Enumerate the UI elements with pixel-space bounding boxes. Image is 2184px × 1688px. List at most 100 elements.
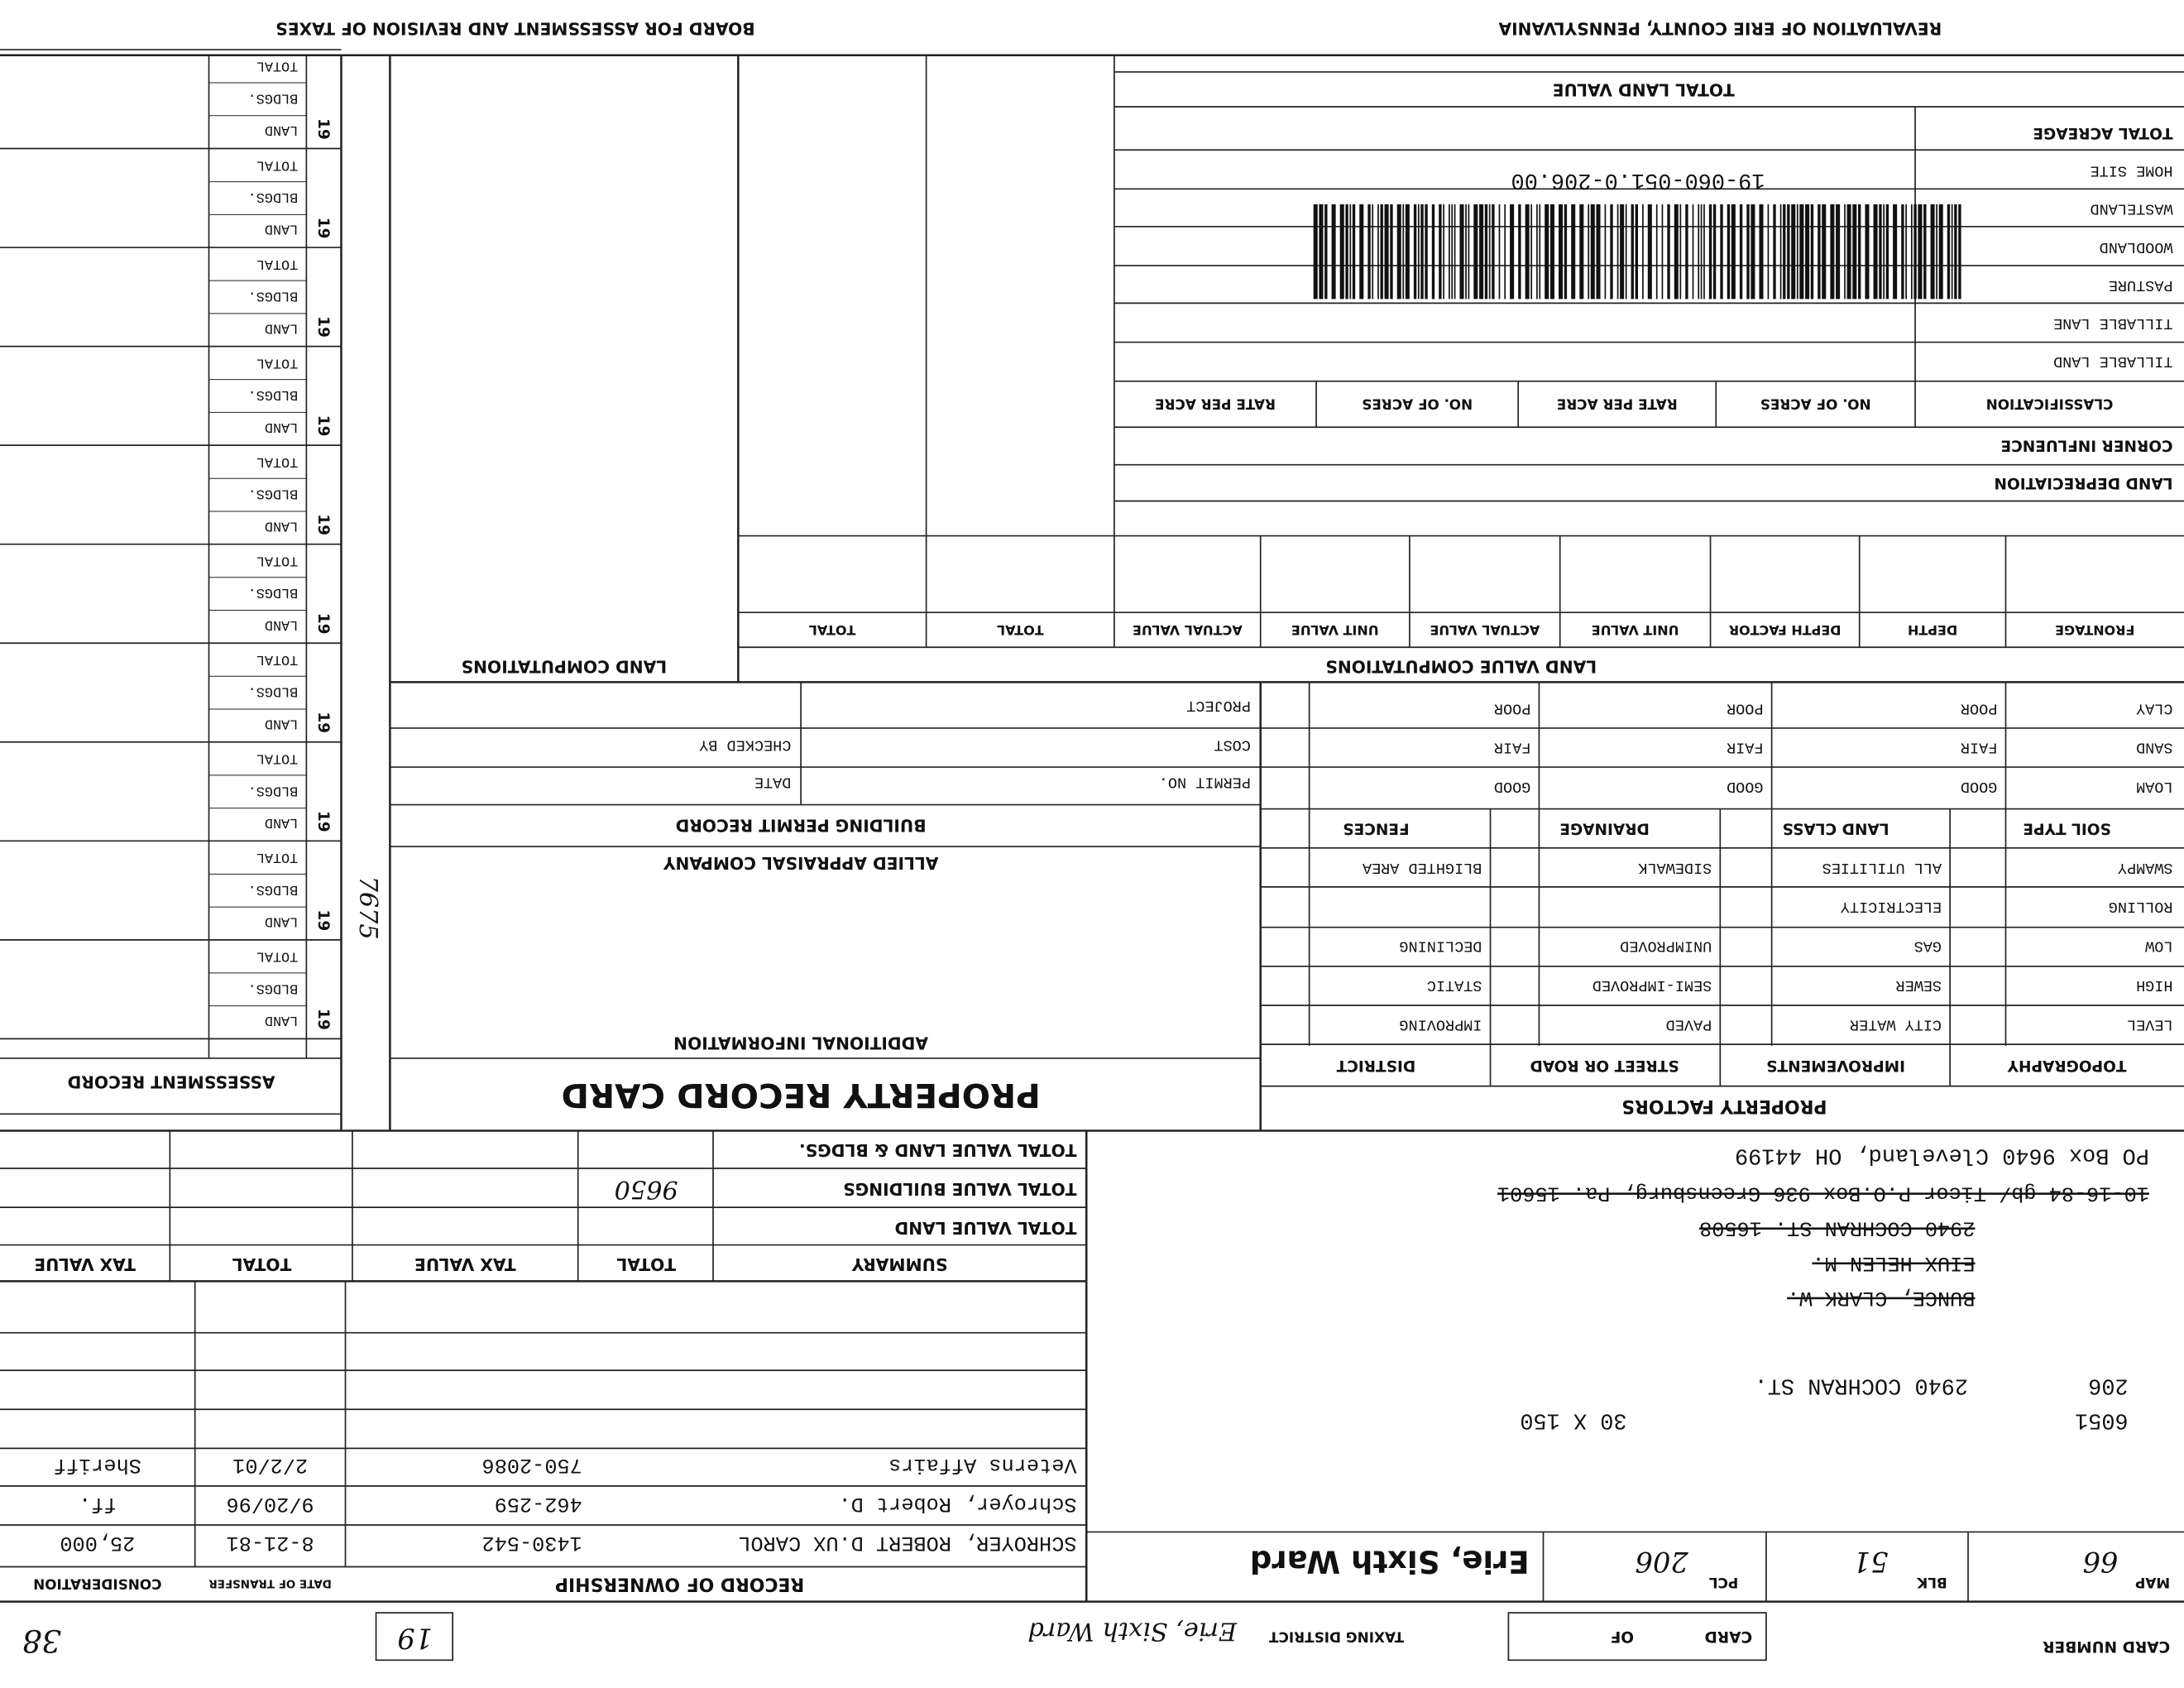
- barcode-bar: [1746, 204, 1750, 300]
- barcode-bar: [1685, 204, 1688, 300]
- label: HOME SITE: [2091, 162, 2173, 180]
- barcode-bar: [1858, 204, 1861, 300]
- barcode-bar: [1451, 204, 1454, 300]
- label: OF: [1611, 1628, 1634, 1645]
- barcode-bar: [1692, 204, 1694, 300]
- label: CARD: [1705, 1628, 1753, 1645]
- label: POOR: [1494, 699, 1530, 717]
- former-owner: 2940 COCHRAN ST. 16508: [1699, 1216, 1975, 1240]
- label: GAS: [1914, 938, 1942, 955]
- current-address: PO Box 9640 Cleveland, OH 44199: [1735, 1143, 2149, 1168]
- barcode-bar: [1836, 204, 1841, 300]
- barcode-bar: [1805, 204, 1810, 300]
- barcode-bar: [1590, 204, 1595, 300]
- assessment-label: LAND: [265, 221, 298, 237]
- label: CORNER INFLUENCE: [2000, 437, 2172, 454]
- barcode-bar: [1384, 204, 1389, 300]
- transfer-date: 2/2/01: [232, 1453, 308, 1477]
- former-owner: EIUX HELEN M.: [1812, 1251, 1975, 1275]
- label: ROLLING: [2109, 898, 2173, 915]
- assessment-label: BLDGS.: [248, 881, 299, 897]
- assessment-label: BLDGS.: [248, 584, 299, 600]
- barcode-bar: [1324, 204, 1328, 300]
- barcode-bar: [1818, 204, 1821, 300]
- handwritten-district: Erie, Sixth Ward: [1027, 1616, 1238, 1645]
- barcode-bar: [1787, 204, 1790, 300]
- barcode-bar: [1610, 204, 1613, 300]
- barcode-bar: [1339, 204, 1344, 300]
- label: SIDEWALK: [1637, 859, 1712, 876]
- barcode-bar: [1549, 204, 1554, 300]
- barcode-bar: [1459, 204, 1464, 300]
- assessment-label: BLDGS.: [248, 288, 299, 304]
- barcode-bar: [1571, 204, 1576, 300]
- barcode-bar: [1865, 204, 1870, 300]
- label: DISTRICT: [1336, 1057, 1415, 1074]
- label: TOTAL: [616, 1254, 676, 1274]
- barcode-bar: [1539, 204, 1541, 300]
- label: UNIMPROVED: [1620, 938, 1712, 955]
- barcode-bar: [1525, 204, 1530, 300]
- pcl-value: 206: [1635, 1546, 1688, 1578]
- barcode-bar: [1631, 204, 1634, 300]
- assessment-label: TOTAL: [256, 354, 298, 370]
- barcode-bar: [1799, 204, 1804, 300]
- barcode-bar: [1810, 204, 1814, 300]
- barcode-bar: [1417, 204, 1420, 300]
- barcode-bar: [1905, 204, 1907, 300]
- barcode-bar: [1492, 204, 1495, 300]
- barcode-bar: [1873, 204, 1878, 300]
- assessment-label: TOTAL: [256, 256, 298, 271]
- label: CONSIDERATION: [33, 1576, 161, 1593]
- barcode-bar: [1319, 204, 1324, 300]
- barcode-bar: [1377, 204, 1379, 300]
- assessment-label: LAND: [265, 1012, 298, 1028]
- barcode-bar: [1479, 204, 1484, 300]
- year: 19: [314, 811, 332, 832]
- board-title: BOARD FOR ASSESSMENT AND REVISION OF TAX…: [275, 19, 754, 39]
- barcode-bar: [1352, 204, 1356, 300]
- label: DECLINING: [1399, 938, 1482, 955]
- assessment-label: TOTAL: [256, 552, 298, 568]
- barcode-bar: [1518, 204, 1521, 300]
- label: TOTAL: [232, 1254, 292, 1274]
- barcode-bar: [1372, 204, 1374, 300]
- barcode-bar: [1923, 204, 1927, 300]
- barcode-bar: [1844, 204, 1846, 300]
- barcode-bar: [1767, 204, 1770, 300]
- barcode-bar: [1951, 204, 1953, 300]
- label: WASTELAND: [2091, 200, 2173, 218]
- barcode-bar: [1846, 204, 1851, 300]
- assessment-label: LAND: [265, 517, 298, 533]
- barcode-bar: [1661, 204, 1664, 300]
- label: ALL UTILITIES: [1822, 859, 1942, 876]
- barcode-bar: [1779, 204, 1782, 300]
- former-owner: BUNCE, CLARK W.: [1787, 1286, 1975, 1310]
- barcode-bar: [1796, 204, 1798, 300]
- label: DRAINAGE: [1559, 820, 1650, 837]
- owner: SCHROYER, ROBERT D.UX CAROL: [738, 1531, 1076, 1555]
- barcode-bar: [1910, 204, 1913, 300]
- label: IMPROVING: [1399, 1016, 1482, 1033]
- label: CLAY: [2136, 699, 2172, 717]
- assessment-label: TOTAL: [256, 156, 298, 172]
- record-note: 7675: [353, 876, 382, 940]
- barcode-bar: [1359, 204, 1364, 300]
- assessment-label: TOTAL: [256, 58, 298, 74]
- label: DEPTH: [1908, 622, 1957, 638]
- barcode-bar: [1536, 204, 1538, 300]
- label: LAND DEPRECIATION: [1994, 474, 2172, 492]
- year: 19: [314, 415, 332, 437]
- label: SEMI-IMPROVED: [1592, 976, 1712, 994]
- label: CARD NUMBER: [2043, 1638, 2170, 1655]
- consideration: 25,000: [60, 1531, 135, 1555]
- barcode-bar: [1731, 204, 1736, 300]
- barcode-bar: [1349, 204, 1352, 300]
- label: SEWER: [1895, 976, 1942, 994]
- label: LOAM: [2136, 778, 2172, 795]
- address-map: 6051: [2075, 1407, 2129, 1432]
- label: FRONTAGE: [2055, 622, 2134, 638]
- label: TILLABLE LAND: [2053, 352, 2172, 370]
- assessment-label: BLDGS.: [248, 782, 299, 798]
- deed-book: 462-259: [495, 1492, 582, 1516]
